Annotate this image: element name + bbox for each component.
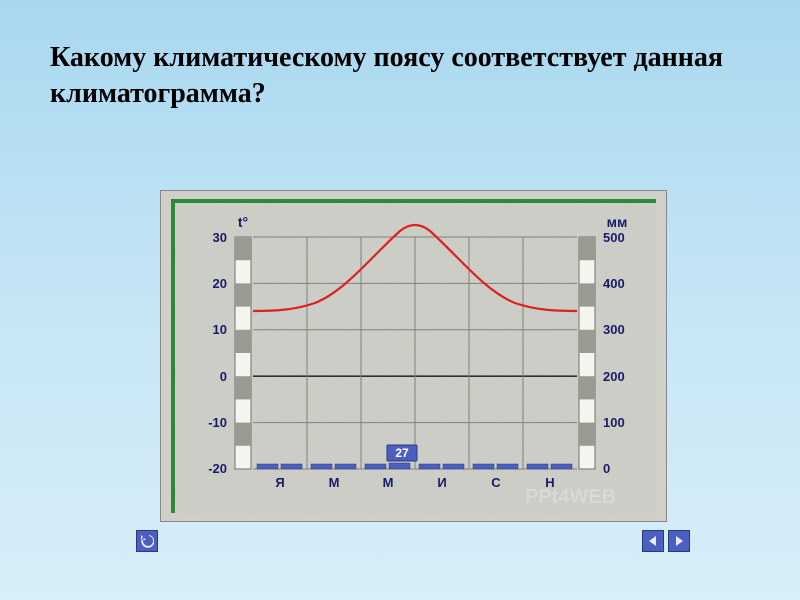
triangle-left-icon [647, 535, 659, 547]
temp-axis-label: t° [238, 214, 248, 230]
question-title: Какому климатическому поясу соответствуе… [0, 0, 800, 133]
next-button[interactable] [668, 530, 690, 552]
svg-text:М: М [383, 475, 394, 490]
svg-text:М: М [329, 475, 340, 490]
svg-text:С: С [491, 475, 501, 490]
svg-text:-10: -10 [208, 415, 227, 430]
precip-axis-label: мм [607, 214, 628, 230]
watermark: PPt4WEB [525, 486, 616, 508]
prev-button[interactable] [642, 530, 664, 552]
svg-text:20: 20 [213, 276, 227, 291]
svg-text:-20: -20 [208, 461, 227, 476]
svg-text:Я: Я [275, 475, 284, 490]
svg-text:400: 400 [603, 276, 625, 291]
slide: Какому климатическому поясу соответствуе… [0, 0, 800, 600]
svg-text:0: 0 [220, 369, 227, 384]
right-ticks: 500 400 300 200 100 0 [603, 230, 625, 476]
svg-text:100: 100 [603, 415, 625, 430]
right-scale-bar [579, 237, 595, 469]
svg-text:10: 10 [213, 322, 227, 337]
climatogram-chart: t° мм 30 20 10 0 -10 -20 500 400 300 200 [160, 190, 667, 522]
total-precip-annotation: 27 [387, 445, 417, 461]
back-button[interactable] [136, 530, 158, 552]
left-scale-bar [235, 237, 251, 469]
chart-plot-area: t° мм 30 20 10 0 -10 -20 500 400 300 200 [171, 199, 656, 513]
svg-text:300: 300 [603, 322, 625, 337]
chart-svg: t° мм 30 20 10 0 -10 -20 500 400 300 200 [175, 203, 656, 513]
gridlines [253, 237, 577, 469]
undo-icon [140, 534, 154, 548]
svg-text:30: 30 [213, 230, 227, 245]
month-labels: Я М М И С Н [275, 475, 554, 490]
svg-text:0: 0 [603, 461, 610, 476]
svg-text:200: 200 [603, 369, 625, 384]
svg-text:500: 500 [603, 230, 625, 245]
left-ticks: 30 20 10 0 -10 -20 [208, 230, 227, 476]
triangle-right-icon [673, 535, 685, 547]
svg-text:И: И [437, 475, 446, 490]
svg-text:27: 27 [395, 446, 409, 460]
